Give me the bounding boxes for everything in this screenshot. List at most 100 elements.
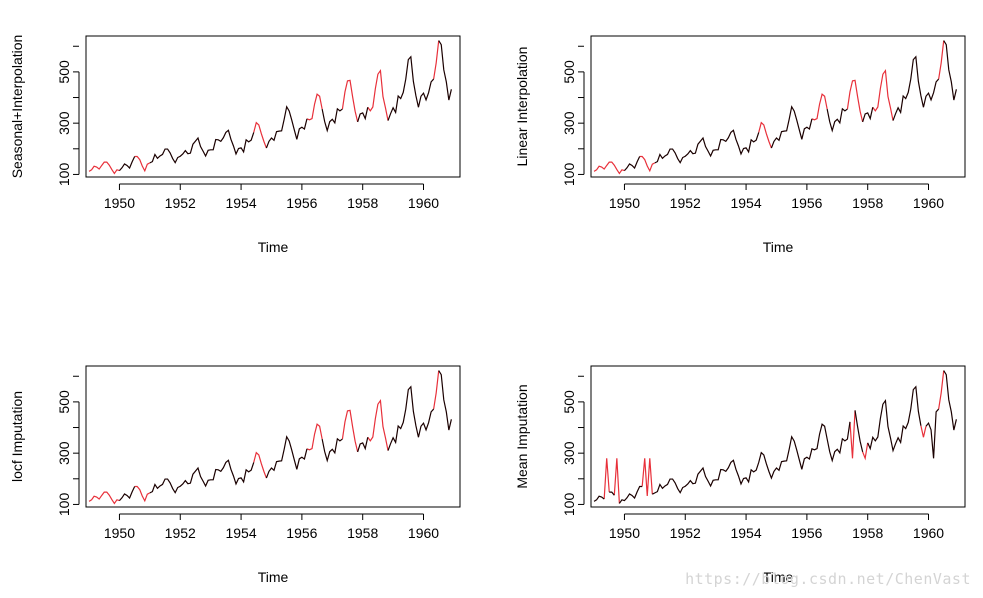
imputed-segment-line bbox=[920, 425, 927, 438]
imputed-segment-line bbox=[306, 93, 323, 121]
series-line bbox=[854, 410, 864, 453]
imputed-segment-line bbox=[758, 121, 772, 149]
y-axis-label: Mean Imputation bbox=[514, 384, 530, 488]
y-tick-label: 500 bbox=[561, 60, 577, 84]
y-axis-label: Seasonal+Interpolation bbox=[9, 35, 25, 179]
imputed-segment-line bbox=[134, 485, 151, 503]
imputed-segment-line bbox=[433, 40, 440, 80]
series-line bbox=[826, 107, 848, 133]
imputed-segment-line bbox=[433, 370, 440, 410]
x-tick-label: 1954 bbox=[225, 195, 256, 211]
x-tick-label: 1960 bbox=[913, 525, 944, 541]
y-tick-label: 500 bbox=[56, 390, 72, 414]
series-line bbox=[119, 156, 136, 171]
y-axis-label: Linear Interpolation bbox=[514, 47, 530, 167]
x-axis-label: Time bbox=[763, 239, 794, 255]
imputed-segment-line bbox=[306, 423, 323, 451]
x-tick-label: 1952 bbox=[670, 195, 701, 211]
series-line bbox=[624, 156, 641, 171]
y-tick-label: 100 bbox=[561, 163, 577, 187]
y-tick-label: 500 bbox=[56, 60, 72, 84]
x-tick-label: 1960 bbox=[408, 195, 439, 211]
imputed-segment-line bbox=[367, 68, 389, 121]
series-line bbox=[357, 107, 369, 123]
imputed-segment-line bbox=[862, 442, 869, 461]
x-tick-label: 1950 bbox=[609, 525, 640, 541]
imputed-segment-line bbox=[88, 491, 120, 505]
series-line bbox=[321, 107, 343, 133]
imputed-segment-line bbox=[872, 68, 894, 121]
x-tick-label: 1954 bbox=[225, 525, 256, 541]
series-line bbox=[119, 486, 136, 501]
x-tick-label: 1958 bbox=[347, 525, 378, 541]
plot-frame bbox=[85, 365, 461, 508]
series-line bbox=[438, 370, 452, 431]
series-line bbox=[892, 55, 940, 121]
x-axis-label: Time bbox=[258, 569, 289, 585]
x-tick-label: 1960 bbox=[913, 195, 944, 211]
series-line bbox=[357, 437, 369, 453]
imputed-segment-line bbox=[367, 398, 389, 451]
series-line bbox=[609, 491, 615, 496]
series-line bbox=[618, 485, 643, 504]
series-line bbox=[770, 105, 813, 149]
chart-panel: 1950 1952 1954 1956 1958 1960 100 300 500 Time Mea… bbox=[514, 365, 966, 585]
series-line bbox=[867, 385, 922, 453]
imputed-segment-line bbox=[641, 458, 653, 497]
series-line bbox=[943, 370, 957, 431]
imputed-segment-line bbox=[849, 410, 856, 459]
chart-panel: 1950 1952 1954 1956 1958 1960 100 300 500 Time Sea… bbox=[9, 35, 461, 255]
imputed-segment-line bbox=[613, 458, 620, 504]
x-axis-label: Time bbox=[258, 239, 289, 255]
imputed-segment-line bbox=[134, 155, 151, 173]
x-tick-label: 1960 bbox=[408, 525, 439, 541]
y-tick-label: 300 bbox=[56, 111, 72, 135]
imputed-segment-line bbox=[811, 93, 828, 121]
plot-frame bbox=[590, 35, 966, 178]
series-line bbox=[925, 408, 940, 459]
imputed-segment-line bbox=[88, 161, 120, 175]
imputed-segment-line bbox=[938, 40, 945, 80]
x-tick-label: 1956 bbox=[791, 525, 822, 541]
x-tick-label: 1958 bbox=[347, 195, 378, 211]
imputed-segment-line bbox=[593, 161, 625, 175]
x-tick-label: 1956 bbox=[286, 195, 317, 211]
imputed-segment-line bbox=[846, 79, 864, 123]
x-tick-label: 1958 bbox=[852, 195, 883, 211]
y-tick-label: 300 bbox=[561, 441, 577, 465]
series-line bbox=[862, 107, 874, 123]
y-tick-label: 300 bbox=[56, 441, 72, 465]
chart-panel: 1950 1952 1954 1956 1958 1960 100 300 500 Time Lin… bbox=[514, 35, 966, 255]
x-tick-label: 1952 bbox=[165, 195, 196, 211]
x-tick-label: 1954 bbox=[730, 195, 761, 211]
plot-frame bbox=[590, 365, 966, 508]
series-line bbox=[387, 385, 435, 451]
series-line bbox=[593, 495, 605, 502]
series-line bbox=[652, 421, 851, 495]
x-tick-label: 1954 bbox=[730, 525, 761, 541]
series-line bbox=[438, 40, 452, 101]
series-line bbox=[265, 435, 308, 479]
x-tick-label: 1956 bbox=[286, 525, 317, 541]
y-tick-label: 300 bbox=[561, 111, 577, 135]
imputed-segment-line bbox=[341, 79, 359, 123]
imputed-segment-line bbox=[639, 155, 656, 173]
series-line bbox=[943, 40, 957, 101]
imputed-segment-line bbox=[603, 458, 610, 500]
x-tick-label: 1958 bbox=[852, 525, 883, 541]
plot-frame bbox=[85, 35, 461, 178]
series-line bbox=[321, 437, 343, 463]
series-line bbox=[149, 129, 255, 164]
chart-panel: 1950 1952 1954 1956 1958 1960 100 300 500 Time loc… bbox=[9, 365, 461, 585]
x-tick-label: 1952 bbox=[165, 525, 196, 541]
x-tick-label: 1950 bbox=[104, 525, 135, 541]
imputed-segment-line bbox=[341, 409, 359, 453]
series-line bbox=[149, 459, 255, 494]
series-line bbox=[654, 129, 760, 164]
imputed-segment-line bbox=[253, 121, 267, 149]
y-tick-label: 100 bbox=[561, 493, 577, 517]
y-axis-label: locf Imputation bbox=[9, 391, 25, 482]
x-tick-label: 1952 bbox=[670, 525, 701, 541]
series-line bbox=[265, 105, 308, 149]
